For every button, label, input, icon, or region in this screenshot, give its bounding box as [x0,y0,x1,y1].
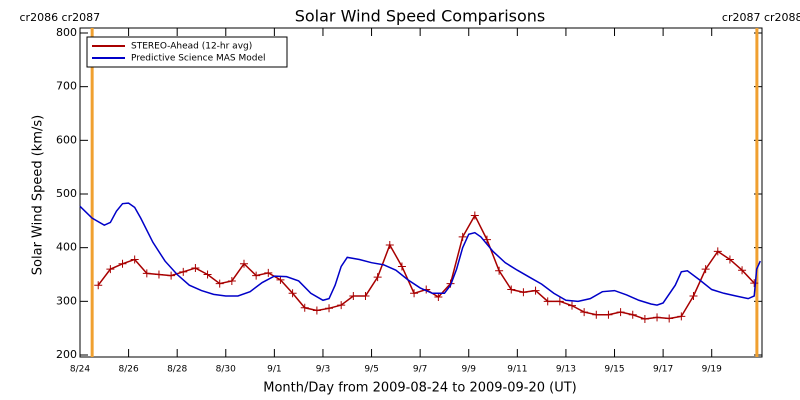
x-tick-label: 8/30 [216,365,236,375]
data-point [191,264,200,273]
data-point [738,266,747,275]
x-tick-label: 9/15 [604,365,624,375]
data-point [470,211,479,220]
data-point [750,279,759,288]
x-tick-label: 8/28 [167,365,187,375]
y-tick-label: 300 [56,294,77,307]
data-point [264,268,273,277]
data-point [628,310,637,319]
data-point [713,247,722,256]
y-tick-label: 700 [56,80,77,93]
data-point [640,315,649,324]
legend-label: STEREO-Ahead (12-hr avg) [131,42,252,52]
data-point [701,265,710,274]
x-tick-label: 9/17 [653,365,673,375]
data-point [312,306,321,315]
data-point [592,310,601,319]
plot-frame [79,27,763,358]
legend-label: Predictive Science MAS Model [131,54,266,64]
data-point [495,266,504,275]
data-point [252,271,261,280]
x-tick-label: 8/26 [118,365,138,375]
data-point [410,289,419,298]
carrington-label: cr2087 cr2088 [722,11,800,24]
data-point [361,291,370,300]
data-point [689,291,698,300]
data-point [142,269,151,278]
data-point [543,297,552,306]
data-point [167,271,176,280]
data-point [434,293,443,302]
x-tick-label: 9/5 [364,365,378,375]
x-tick-label: 9/13 [556,365,576,375]
x-tick-label: 9/9 [462,365,477,375]
data-point [337,301,346,310]
x-tick-label: 8/24 [70,365,90,375]
data-point [288,289,297,298]
data-point [118,259,127,268]
carrington-label: cr2086 cr2087 [20,11,101,24]
data-point [653,313,662,322]
data-point [94,281,103,290]
y-tick-label: 600 [56,133,77,146]
y-tick-label: 200 [56,348,77,361]
data-point [276,275,285,284]
data-point [580,308,589,317]
x-tick-label: 9/3 [316,365,330,375]
data-point [106,265,115,274]
data-point [568,301,577,310]
data-point [227,276,236,285]
data-point [482,235,491,244]
y-tick-label: 800 [56,26,77,39]
series-line [97,213,755,320]
data-point [531,286,540,295]
x-tick-label: 9/7 [413,365,427,375]
data-point [677,312,686,321]
data-point [240,259,249,268]
data-point [458,232,467,241]
data-point [397,262,406,271]
data-point [179,267,188,276]
chart-title: Solar Wind Speed Comparisons [295,7,546,26]
y-tick-label: 500 [56,187,77,200]
data-point [130,255,139,264]
data-point [349,291,358,300]
data-point [555,297,564,306]
data-point [725,255,734,264]
x-tick-label: 9/11 [507,365,527,375]
data-point [507,285,516,294]
data-point [519,288,528,297]
x-axis-label: Month/Day from 2009-08-24 to 2009-09-20 … [263,381,576,396]
data-point [385,240,394,249]
y-tick-label: 400 [56,241,77,254]
data-point [604,310,613,319]
data-point [300,303,309,312]
series-line [79,202,761,306]
data-point [665,314,674,323]
data-point [325,304,334,313]
data-point [215,279,224,288]
data-point [154,270,163,279]
data-point [616,308,625,317]
x-tick-label: 9/19 [702,365,722,375]
y-axis-label: Solar Wind Speed (km/s) [31,115,46,275]
data-point [203,270,212,279]
x-tick-label: 9/1 [267,365,281,375]
legend-box [86,36,288,68]
data-point [373,273,382,282]
